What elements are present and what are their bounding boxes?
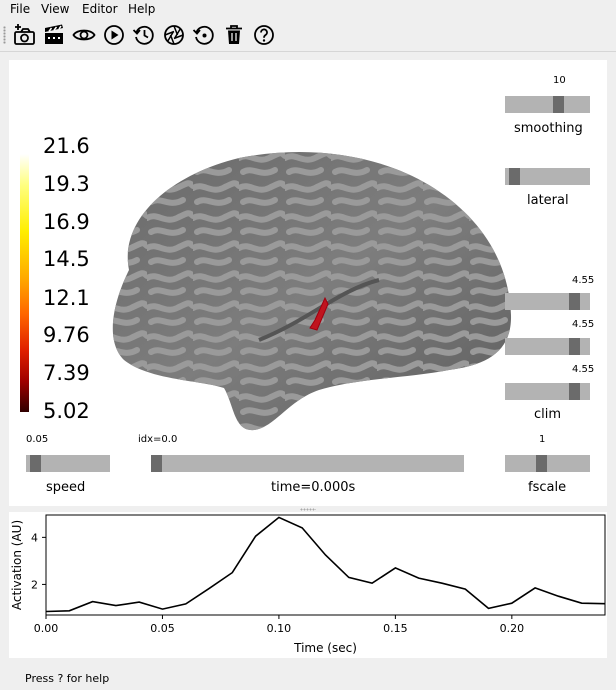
menu-editor[interactable]: Editor (82, 2, 118, 16)
menu-bar: File View Editor Help (0, 0, 616, 18)
clim-mid-value: 4.55 (572, 319, 595, 330)
clear-button[interactable] (221, 22, 247, 48)
y-tick-label: 2 (31, 578, 38, 591)
menu-file[interactable]: File (10, 2, 31, 16)
colorbar-label: 7.39 (43, 361, 90, 385)
x-axis-label: Time (sec) (293, 641, 357, 655)
fscale-slider-knob[interactable] (536, 455, 547, 472)
x-tick-label: 0.10 (267, 622, 292, 635)
splitter-handle[interactable] (300, 508, 316, 511)
clim-label: clim (534, 407, 562, 422)
colorbar-label: 21.6 (43, 134, 90, 158)
x-tick-label: 0.05 (150, 622, 175, 635)
fscale-slider[interactable] (505, 455, 590, 472)
y-tick-label: 4 (31, 531, 38, 544)
visibility-button[interactable] (71, 22, 97, 48)
clim-min-value: 4.55 (572, 364, 595, 375)
camera-aperture-icon (164, 25, 184, 45)
brain-viewport[interactable]: 21.6 19.3 16.9 14.5 12.1 9.76 7.39 5.02 … (9, 60, 607, 506)
time-index-value: idx=0.0 (138, 434, 178, 445)
colorbar-label: 16.9 (43, 210, 90, 234)
activation-series-line (45, 516, 606, 613)
screenshot-icon (14, 24, 35, 45)
time-course-plot: 0.00 0.05 0.10 0.15 0.20 2 4 Time (sec) Activati… (9, 512, 607, 658)
menu-view[interactable]: View (41, 2, 70, 16)
speed-label: speed (46, 480, 86, 495)
movie-icon (45, 24, 63, 44)
play-icon (104, 25, 124, 45)
movie-button[interactable] (41, 22, 67, 48)
colorbar-label: 12.1 (43, 286, 90, 310)
activation-spot (309, 296, 329, 331)
smoothing-value: 10 (553, 75, 566, 86)
toolbar (0, 19, 616, 52)
time-slider[interactable] (151, 455, 464, 472)
time-course-chart: 0.00 0.05 0.10 0.15 0.20 2 4 Time (sec) Activati… (10, 514, 606, 655)
clim-min-slider[interactable] (505, 383, 590, 400)
restore-button[interactable] (191, 22, 217, 48)
colorbar-label: 14.5 (43, 247, 90, 271)
menu-help[interactable]: Help (128, 2, 156, 16)
lateral-slider-knob[interactable] (509, 168, 520, 185)
status-bar: Press ? for help (0, 668, 616, 690)
time-slider-knob[interactable] (151, 455, 162, 472)
colorbar (20, 154, 29, 412)
colorbar-label: 9.76 (43, 323, 90, 347)
smoothing-slider-knob[interactable] (553, 96, 564, 113)
y-axis-label: Activation (AU) (10, 520, 24, 610)
screenshot-button[interactable] (11, 22, 37, 48)
clim-mid-slider-knob[interactable] (569, 338, 580, 355)
speed-value: 0.05 (26, 434, 49, 445)
fscale-label: fscale (528, 480, 567, 495)
reset-time-button[interactable] (131, 22, 157, 48)
fscale-value: 1 (539, 434, 546, 445)
clim-max-value: 4.55 (572, 275, 595, 286)
help-button[interactable] (251, 22, 277, 48)
clim-max-slider[interactable] (505, 293, 590, 310)
x-tick-label: 0.15 (383, 622, 408, 635)
x-tick-label: 0.20 (500, 622, 525, 635)
reset-time-icon (132, 25, 154, 45)
restore-icon (192, 25, 214, 45)
clim-min-slider-knob[interactable] (569, 383, 580, 400)
x-tick-label: 0.00 (34, 622, 59, 635)
lateral-slider[interactable] (505, 168, 590, 185)
visibility-icon (72, 29, 96, 41)
speed-slider-knob[interactable] (30, 455, 41, 472)
play-button[interactable] (101, 22, 127, 48)
brain-surface[interactable] (9, 60, 607, 506)
time-label: time=0.000s (271, 480, 356, 495)
colorbar-label: 19.3 (43, 172, 90, 196)
status-message: Press ? for help (25, 672, 110, 685)
smoothing-slider[interactable] (505, 96, 590, 113)
colorbar-label: 5.02 (43, 399, 90, 423)
clear-icon (226, 25, 242, 44)
speed-slider[interactable] (26, 455, 110, 472)
smoothing-label: smoothing (514, 121, 583, 136)
toolbar-grip-icon[interactable] (3, 26, 6, 44)
clim-max-slider-knob[interactable] (569, 293, 580, 310)
lateral-label: lateral (527, 193, 569, 208)
plot-frame (45, 514, 606, 616)
help-icon (254, 25, 274, 45)
clim-mid-slider[interactable] (505, 338, 590, 355)
camera-aperture-button[interactable] (161, 22, 187, 48)
